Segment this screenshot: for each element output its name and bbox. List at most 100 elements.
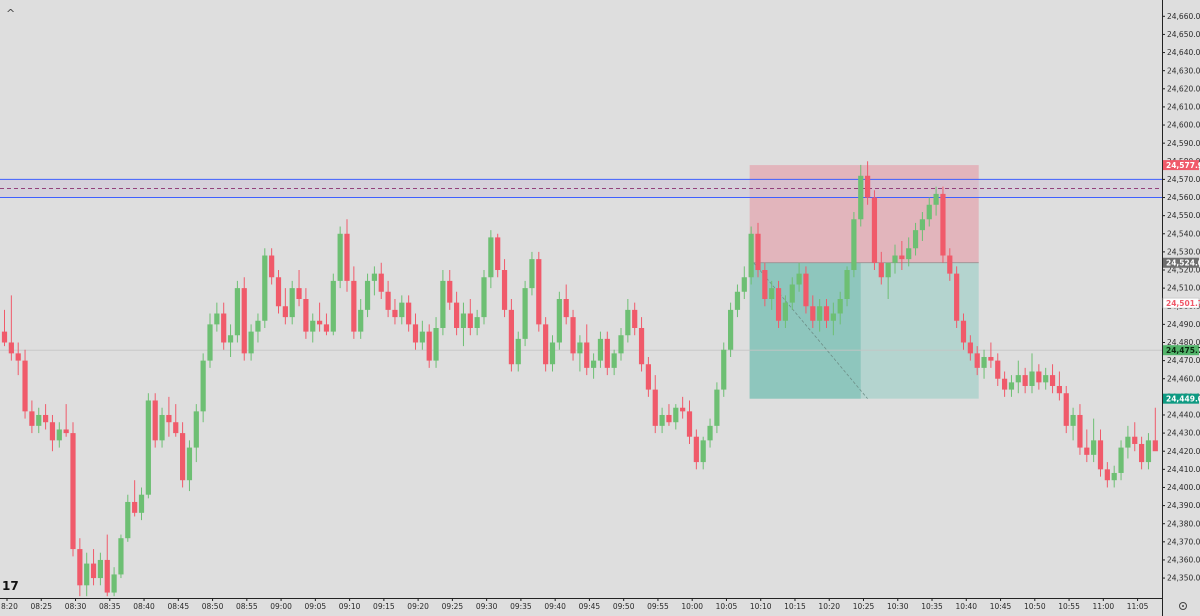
- candle-body: [385, 291, 391, 310]
- settings-icon[interactable]: [1179, 602, 1187, 610]
- candle: [474, 309, 480, 336]
- candle-body: [399, 302, 405, 318]
- candle-body: [378, 273, 384, 292]
- candle-body: [1152, 440, 1158, 452]
- candle-body: [454, 302, 460, 328]
- candle-body: [241, 288, 247, 354]
- candle: [186, 440, 193, 492]
- candle-body: [1104, 469, 1110, 481]
- candle: [200, 353, 206, 423]
- candle-body: [447, 280, 453, 303]
- candle: [769, 280, 775, 310]
- time-tick-label: 09:15: [373, 602, 395, 611]
- candle: [844, 266, 850, 307]
- candle: [851, 212, 857, 278]
- candle-body: [837, 299, 843, 314]
- time-tick-label: 11:05: [1127, 602, 1149, 611]
- price-tag-label: 24,577.90: [1166, 161, 1200, 170]
- candle-body: [248, 331, 254, 354]
- price-tick-label: 24,650.00: [1167, 30, 1200, 39]
- candle-body: [933, 193, 939, 205]
- candle: [1056, 371, 1062, 401]
- candle: [926, 197, 932, 227]
- candle: [570, 309, 576, 361]
- candle: [481, 270, 487, 325]
- candle-body: [474, 317, 480, 328]
- candle-body: [132, 501, 138, 513]
- candle-body: [577, 342, 583, 354]
- candle: [227, 324, 234, 357]
- candle: [36, 407, 42, 434]
- candle-body: [940, 193, 946, 256]
- candle-body: [638, 327, 645, 365]
- candle: [289, 280, 295, 325]
- candle-body: [597, 338, 604, 361]
- candle: [878, 251, 884, 285]
- candle: [337, 226, 343, 289]
- candle-body: [1118, 447, 1124, 473]
- candle-body: [440, 280, 446, 328]
- candle-body: [173, 422, 179, 434]
- candle-body: [303, 299, 309, 332]
- candle-body: [755, 233, 761, 271]
- candle: [1152, 407, 1158, 452]
- candle-body: [310, 320, 316, 332]
- candle: [597, 331, 604, 368]
- candle-body: [344, 233, 350, 281]
- candle: [1118, 440, 1124, 481]
- time-axis[interactable]: 8:20 08:25 08:30 08:35 08:40 08:45 08:50 08:55 0…: [0, 598, 1162, 616]
- candle-body: [1139, 443, 1145, 463]
- candle: [77, 538, 83, 597]
- candle: [221, 302, 227, 350]
- candle: [782, 295, 788, 328]
- candle: [543, 317, 549, 372]
- candle: [1, 309, 8, 347]
- candle: [1125, 425, 1131, 459]
- candle: [173, 404, 179, 437]
- trade-path-line: [753, 262, 868, 399]
- candle: [56, 422, 62, 448]
- candle-body: [460, 313, 467, 328]
- candle-body: [43, 414, 49, 423]
- candle-body: [15, 353, 21, 361]
- price-tag: 24,475.75: [1163, 345, 1200, 356]
- candle: [104, 534, 110, 597]
- candle: [488, 230, 494, 289]
- candle: [638, 317, 645, 372]
- price-tick-label: 24,360.00: [1167, 556, 1200, 565]
- candle-body: [1029, 371, 1035, 386]
- candle: [234, 280, 240, 343]
- candle: [1097, 429, 1104, 477]
- candle-body: [84, 563, 90, 586]
- candle-body: [919, 219, 925, 231]
- candle-body: [912, 230, 919, 249]
- candle-body: [926, 204, 932, 220]
- time-axis-background: [0, 598, 1162, 616]
- collapse-chevron-icon[interactable]: ^: [6, 7, 15, 20]
- candle: [467, 299, 473, 336]
- time-tick-label: 09:05: [305, 602, 327, 611]
- candle-body: [317, 320, 323, 325]
- price-tag: 24,449.00: [1163, 393, 1200, 404]
- time-tick-label: 09:45: [579, 602, 601, 611]
- candle: [118, 534, 124, 579]
- candle: [1022, 367, 1028, 394]
- candle-body: [823, 306, 830, 321]
- price-tick-label: 24,550.00: [1167, 211, 1200, 220]
- candle-body: [769, 288, 775, 299]
- price-tick-label: 24,470.00: [1167, 356, 1200, 365]
- candle-body: [899, 255, 905, 260]
- candle-body: [337, 233, 343, 281]
- price-tick-label: 24,400.00: [1167, 483, 1200, 492]
- price-tag: 24,501.75: [1162, 297, 1200, 309]
- candle: [132, 480, 138, 517]
- candle-body: [817, 306, 823, 321]
- time-tick-label: 10:55: [1058, 602, 1080, 611]
- candle-body: [1132, 436, 1138, 444]
- time-tick-label: 09:20: [407, 602, 429, 611]
- time-tick-label: 10:15: [784, 602, 806, 611]
- candle-body: [180, 433, 186, 481]
- candle-body: [584, 342, 590, 368]
- candle-body: [748, 233, 754, 278]
